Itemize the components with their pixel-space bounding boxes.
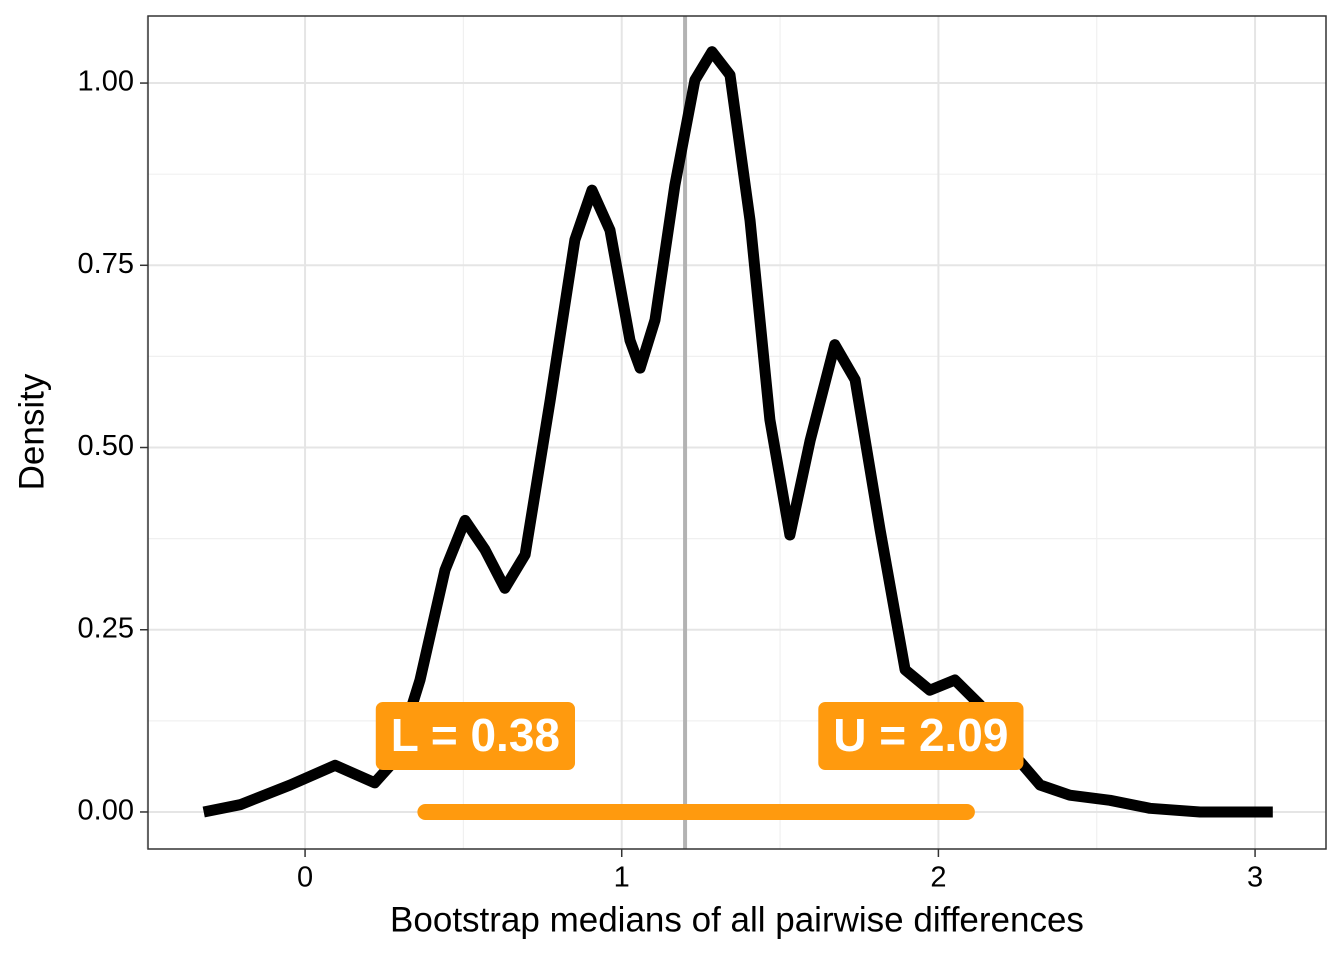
x-tick-label: 2 [930,862,946,894]
x-tick-label: 3 [1247,862,1263,894]
y-tick-label: 0.50 [78,430,134,462]
y-axis-title: Density [12,373,51,490]
y-tick-label: 1.00 [78,66,134,98]
y-tick-label: 0.25 [78,612,134,644]
annotation: L = 0.38 [375,702,576,770]
annotation-box [375,702,576,770]
y-tick-label: 0.00 [78,795,134,827]
x-tick-label: 1 [614,862,630,894]
x-tick-label: 0 [297,862,313,894]
annotation-text: U = 2.09 [833,709,1008,761]
annotation-box [818,702,1024,770]
y-tick-label: 0.75 [78,248,134,280]
annotation: U = 2.09 [818,702,1024,770]
plot-border [147,15,1327,850]
density-line [202,46,1273,818]
annotation-text: L = 0.38 [391,709,560,761]
x-axis-title: Bootstrap medians of all pairwise differ… [390,900,1084,939]
